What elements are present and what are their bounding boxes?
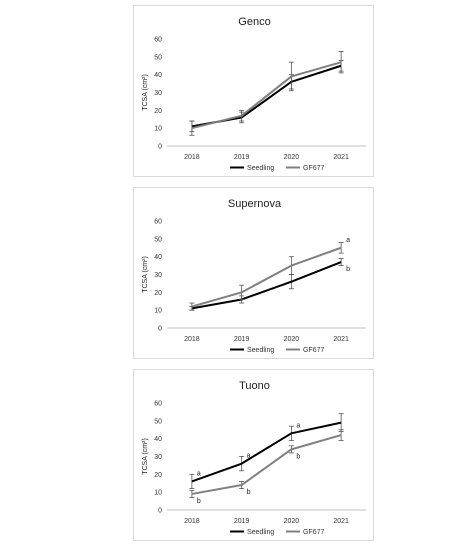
chart-panel-tuono: Tuono TCSA (cm²) 0 10 20 30 40 50 60 2018 2019 2020… [133,369,374,541]
y-tick-label: 10 [154,490,162,497]
series-line-gf677 [191,61,342,130]
legend-label: Seedling [247,165,274,172]
x-tick-label: 2018 [184,336,200,343]
x-tick-label: 2019 [234,336,250,343]
chart-svg: Supernova TCSA (cm²) 0 10 20 30 40 50 60 2018 2019… [142,198,366,354]
y-tick-label: 60 [154,219,162,226]
x-tick-label: 2019 [234,518,250,525]
y-tick-label: 50 [154,236,162,243]
y-axis-label: TCSA (cm²) [142,74,149,111]
y-tick-label: 50 [154,418,162,425]
y-tick-label: 10 [154,126,162,133]
chart-title: Genco [238,16,270,28]
series-line-gf677 [191,434,342,495]
series-line-gf677 [191,246,342,308]
legend-label: GF677 [303,529,325,536]
significance-label: b [296,453,300,460]
x-tick-label: 2021 [333,154,349,161]
legend-label: Seedling [247,347,274,354]
x-tick-label: 2019 [234,154,250,161]
y-tick-label: 60 [154,401,162,408]
significance-label: b [247,489,251,496]
x-tick-label: 2018 [184,518,200,525]
legend-label: Seedling [247,529,274,536]
x-tick-label: 2021 [333,336,349,343]
significance-label: a [247,453,251,460]
y-tick-label: 40 [154,436,162,443]
x-tick-label: 2020 [284,336,300,343]
y-tick-label: 60 [154,37,162,44]
y-axis-label: TCSA (cm²) [142,438,149,475]
significance-label: a [346,237,350,244]
legend-label: GF677 [303,165,325,172]
significance-label: b [346,266,350,273]
x-tick-label: 2020 [284,154,300,161]
y-tick-label: 30 [154,454,162,461]
y-tick-label: 30 [154,272,162,279]
x-tick-label: 2020 [284,518,300,525]
significance-label: a [296,422,300,429]
significance-label: a [197,470,201,477]
chart-panel-supernova: Supernova TCSA (cm²) 0 10 20 30 40 50 60 2018 2019… [133,187,374,359]
y-tick-label: 0 [158,508,162,515]
x-tick-label: 2021 [333,518,349,525]
y-tick-label: 20 [154,472,162,479]
chart-svg: Tuono TCSA (cm²) 0 10 20 30 40 50 60 2018 2019 2020… [142,380,366,536]
y-tick-label: 50 [154,54,162,61]
chart-title: Supernova [228,198,282,210]
significance-label: b [197,498,201,505]
y-tick-label: 40 [154,254,162,261]
chart-panel-genco: Genco TCSA (cm²) 0 10 20 30 40 50 60 2018 2019 2020… [133,5,374,177]
y-tick-label: 20 [154,290,162,297]
series-line-seedling [191,261,342,310]
y-tick-label: 20 [154,108,162,115]
y-tick-label: 10 [154,308,162,315]
y-tick-label: 0 [158,326,162,333]
chart-title: Tuono [239,380,270,392]
series-line-seedling [191,421,342,483]
chart-svg: Genco TCSA (cm²) 0 10 20 30 40 50 60 2018 2019 2020… [142,16,366,172]
y-tick-label: 0 [158,144,162,151]
x-tick-label: 2018 [184,154,200,161]
y-tick-label: 30 [154,90,162,97]
y-tick-label: 40 [154,72,162,79]
legend-label: GF677 [303,347,325,354]
y-axis-label: TCSA (cm²) [142,256,149,293]
